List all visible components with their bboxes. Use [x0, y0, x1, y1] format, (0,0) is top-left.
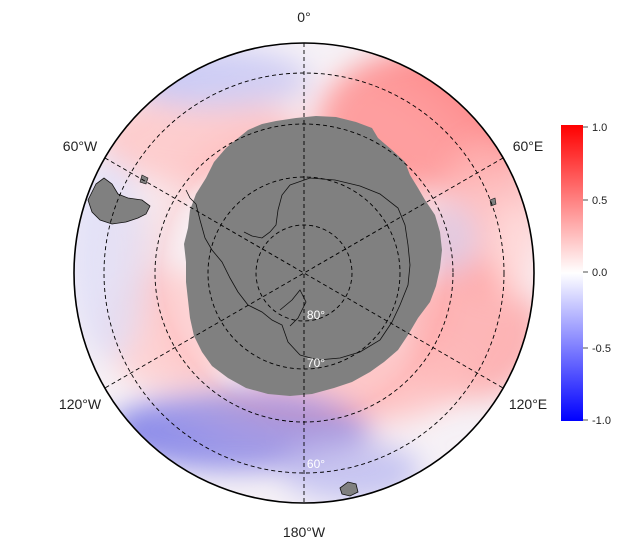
lat-circle-50 — [103, 72, 505, 474]
antarctica-landmass — [184, 116, 442, 396]
colorbar-tick-neg-0-5: -0.5 — [592, 343, 611, 355]
coastline — [185, 177, 411, 361]
lon-label-bottom: 180°W — [283, 524, 326, 540]
lon-label-upper-right: 60°E — [513, 138, 544, 154]
lon-label-upper-left: 60°W — [63, 138, 98, 154]
lat-label-80: 80° — [307, 308, 325, 322]
lon-label-top: 0° — [297, 9, 310, 25]
colorbar-tick-neg-1: -1.0 — [592, 415, 611, 427]
colorbar-tick-0-5: 0.5 — [592, 195, 607, 207]
lon-label-lower-left: 120°W — [59, 396, 102, 412]
lat-label-70: 70° — [307, 356, 325, 370]
colorbar: 1.0 0.5 0.0 -0.5 -1.0 — [561, 122, 611, 427]
colorbar-tick-1: 1.0 — [592, 122, 607, 134]
colorbar-tick-0: 0.0 — [592, 267, 607, 279]
lon-label-lower-right: 120°E — [509, 396, 547, 412]
colorbar-ticks — [583, 126, 588, 421]
island-south-pacific — [339, 481, 359, 497]
lat-label-60: 60° — [307, 457, 325, 471]
map-boundary — [73, 42, 535, 504]
colorbar-gradient — [561, 125, 583, 421]
south-america-tip — [87, 174, 151, 225]
